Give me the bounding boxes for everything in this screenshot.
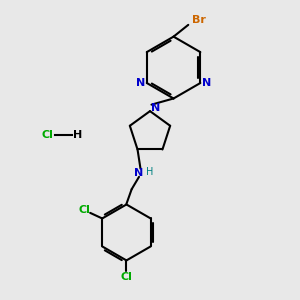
Text: Cl: Cl [121, 272, 132, 282]
Text: N: N [151, 103, 160, 112]
Text: Cl: Cl [41, 130, 53, 140]
Text: H: H [146, 167, 154, 177]
Text: N: N [134, 168, 144, 178]
Text: N: N [202, 78, 212, 88]
Text: N: N [136, 78, 145, 88]
Text: Cl: Cl [78, 205, 90, 215]
Text: H: H [73, 130, 83, 140]
Text: Br: Br [192, 15, 206, 26]
